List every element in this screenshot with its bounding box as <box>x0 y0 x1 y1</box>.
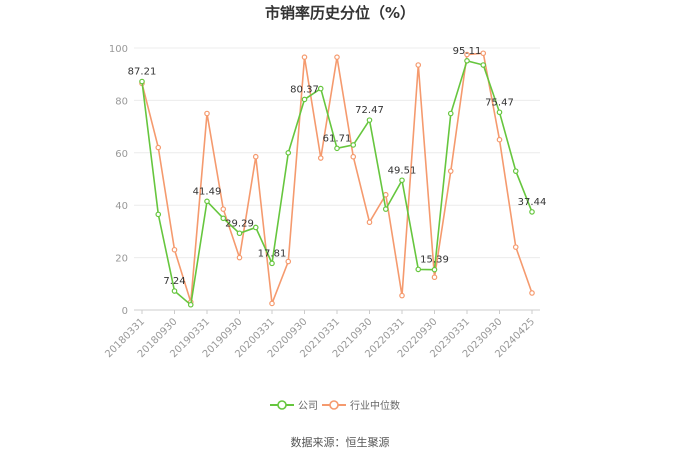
data-point <box>399 177 405 184</box>
data-point <box>366 117 373 123</box>
series-industry-median <box>139 50 535 307</box>
data-point <box>480 62 487 68</box>
series-company <box>139 58 535 308</box>
data-point <box>496 109 503 116</box>
legend-marker <box>277 400 287 410</box>
data-point <box>415 266 422 273</box>
legend[interactable]: 公司 行业中位数 <box>270 399 400 412</box>
data-point <box>415 62 422 68</box>
data-point <box>317 155 324 161</box>
data-point <box>366 219 373 226</box>
series-group <box>139 50 535 308</box>
data-point <box>447 168 454 174</box>
data-point <box>447 110 454 117</box>
data-label: 29.29 <box>225 218 254 229</box>
data-point <box>529 290 535 296</box>
legend-marker <box>329 400 339 410</box>
data-labels: 87.21 7.24 41.49 29.29 17.81 80.37 61.71 72.47 4… <box>128 46 547 287</box>
data-point <box>171 288 178 294</box>
data-label: 95.11 <box>453 46 482 57</box>
data-label: 49.51 <box>388 165 417 176</box>
data-label: 37.44 <box>518 197 547 208</box>
y-axis: 0 20 40 60 80 100 <box>109 44 128 317</box>
data-point <box>399 292 405 299</box>
y-tick-label: 0 <box>122 306 128 317</box>
legend-item-company[interactable]: 公司 <box>270 400 318 412</box>
data-point <box>431 266 438 273</box>
data-point <box>269 260 275 267</box>
data-label: 17.81 <box>258 248 287 259</box>
data-point <box>334 145 340 152</box>
data-point <box>431 274 438 281</box>
data-label: 75.47 <box>485 97 514 108</box>
data-point <box>350 153 357 160</box>
chart-title: 市销率历史分位（%） <box>265 4 415 22</box>
y-tick-label: 80 <box>115 96 128 107</box>
data-label: 61.71 <box>323 133 352 144</box>
data-point <box>301 96 308 103</box>
data-point <box>496 136 503 143</box>
y-tick-label: 60 <box>115 149 128 160</box>
data-point <box>220 215 227 222</box>
data-point <box>317 85 324 92</box>
data-point <box>269 300 275 307</box>
legend-item-industry-median[interactable]: 行业中位数 <box>322 399 400 412</box>
data-label: 15.39 <box>420 255 449 266</box>
y-tick-label: 20 <box>115 254 128 265</box>
data-label: 72.47 <box>355 105 384 116</box>
data-point <box>301 54 308 60</box>
data-point <box>285 150 292 156</box>
data-label: 41.49 <box>193 186 222 197</box>
data-point <box>529 209 535 215</box>
data-point <box>139 78 145 85</box>
series-line <box>141 52 533 304</box>
data-point <box>204 110 210 117</box>
legend-label: 行业中位数 <box>350 399 400 412</box>
grid-lines <box>134 47 540 311</box>
data-point <box>155 144 162 151</box>
data-point <box>236 254 243 261</box>
x-axis: 2018033120180930201903312019093020200331… <box>103 310 537 360</box>
data-point <box>252 153 259 160</box>
data-point <box>464 58 470 64</box>
data-point <box>334 54 340 60</box>
data-point <box>187 301 194 308</box>
data-point <box>382 206 389 212</box>
data-point <box>236 230 243 237</box>
source-note: 数据来源：恒生聚源 <box>291 435 390 449</box>
data-point <box>252 224 259 231</box>
data-label: 80.37 <box>290 84 319 95</box>
data-point <box>285 258 292 265</box>
y-tick-label: 100 <box>109 44 128 55</box>
data-point <box>464 51 470 58</box>
data-point <box>155 211 162 218</box>
data-point <box>512 168 519 174</box>
y-tick-label: 40 <box>115 201 128 212</box>
data-label: 87.21 <box>128 67 157 78</box>
data-point <box>204 198 210 205</box>
data-label: 7.24 <box>163 276 185 287</box>
data-point <box>171 246 178 253</box>
data-point <box>220 206 227 212</box>
legend-label: 公司 <box>298 401 318 412</box>
data-point <box>512 244 519 250</box>
data-point <box>350 142 357 148</box>
data-point <box>480 50 487 57</box>
